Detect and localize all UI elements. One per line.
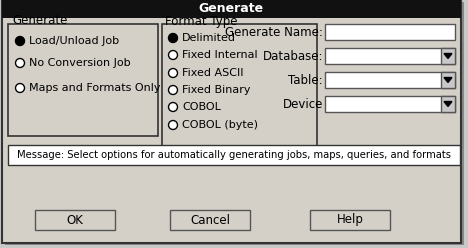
- Bar: [8, 24, 158, 136]
- Circle shape: [168, 121, 177, 129]
- Circle shape: [168, 102, 177, 112]
- Text: Format Type: Format Type: [165, 14, 237, 28]
- Text: Maps and Formats Only: Maps and Formats Only: [29, 83, 161, 93]
- Circle shape: [168, 86, 177, 94]
- Text: Message: Select options for automatically generating jobs, maps, queries, and fo: Message: Select options for automaticall…: [17, 150, 451, 160]
- Polygon shape: [444, 54, 452, 59]
- Circle shape: [168, 68, 177, 77]
- Text: Fixed Internal: Fixed Internal: [182, 50, 257, 60]
- Circle shape: [15, 36, 24, 45]
- Polygon shape: [444, 77, 452, 83]
- Text: No Conversion Job: No Conversion Job: [29, 58, 131, 68]
- Bar: [162, 24, 317, 151]
- Bar: [325, 96, 455, 112]
- Bar: [325, 48, 455, 64]
- Circle shape: [15, 84, 24, 93]
- Text: Generate Name:: Generate Name:: [225, 26, 323, 38]
- Text: Delimited: Delimited: [182, 33, 236, 43]
- Text: OK: OK: [66, 214, 83, 226]
- Circle shape: [168, 51, 177, 60]
- Text: Database:: Database:: [263, 50, 323, 62]
- Text: Generate: Generate: [198, 2, 263, 15]
- Text: COBOL (byte): COBOL (byte): [182, 120, 258, 130]
- Text: Load/Unload Job: Load/Unload Job: [29, 36, 119, 46]
- Bar: [8, 145, 460, 165]
- Text: Generate: Generate: [12, 14, 67, 28]
- Bar: [441, 72, 455, 88]
- Text: COBOL: COBOL: [182, 102, 221, 112]
- Text: Device: Device: [283, 97, 323, 111]
- Bar: [441, 96, 455, 112]
- Text: Table:: Table:: [288, 73, 323, 87]
- Text: Cancel: Cancel: [190, 214, 230, 226]
- Polygon shape: [444, 101, 452, 106]
- Bar: [35, 210, 115, 230]
- Bar: [2, 0, 461, 18]
- Text: Fixed ASCII: Fixed ASCII: [182, 68, 243, 78]
- Bar: [441, 48, 455, 64]
- Bar: [170, 210, 250, 230]
- Bar: [310, 210, 390, 230]
- Circle shape: [15, 59, 24, 67]
- Text: Help: Help: [336, 214, 364, 226]
- Circle shape: [168, 33, 177, 42]
- Text: Fixed Binary: Fixed Binary: [182, 85, 250, 95]
- Bar: [325, 72, 455, 88]
- Bar: [325, 24, 455, 40]
